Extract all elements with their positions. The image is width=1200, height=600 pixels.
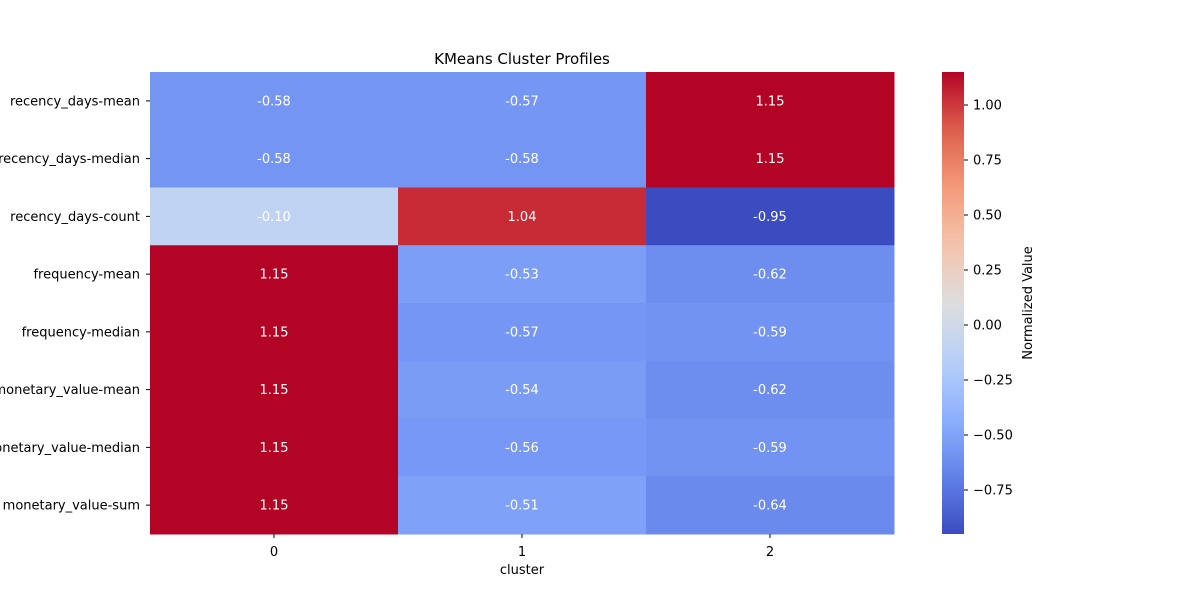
cell-value-label: -0.58 [257, 152, 291, 167]
cell-value-label: -0.56 [505, 441, 539, 456]
cell-value-label: -0.59 [753, 325, 787, 340]
y-axis-ticks: recency_days-mean recency_days-medianrece… [0, 94, 150, 514]
colorbar-tick-label: 0.75 [973, 154, 1002, 169]
cell-value-label: -0.62 [753, 268, 787, 283]
heatmap-cell [398, 476, 647, 535]
colorbar-tick-label: −0.25 [973, 374, 1013, 389]
heatmap-cell [150, 303, 399, 362]
heatmap-cell [150, 418, 399, 477]
x-axis-label: cluster [500, 563, 545, 578]
heatmap-cell [646, 187, 895, 246]
cell-value-label: -0.95 [753, 210, 787, 225]
colorbar: 1.00 0.75 0.50 0.25 0.00 −0.25 −0.50 −0.75 Norm… [942, 72, 1036, 534]
heatmap-cell [646, 476, 895, 535]
heatmap-cell [646, 360, 895, 419]
heatmap-cell [150, 72, 399, 131]
cell-value-labels: -0.58 -0.57 1.15 -0.58 -0.58 1.15 -0.10 1.04 -0.… [257, 94, 787, 513]
y-tick-label: recency_days-median [0, 152, 140, 167]
y-tick-label: frequency-mean [33, 268, 140, 283]
heatmap-cell [398, 187, 647, 246]
cell-value-label: -0.62 [753, 383, 787, 398]
x-tick-label: 0 [270, 545, 278, 560]
cell-value-label: -0.51 [505, 499, 539, 514]
cell-value-label: -0.59 [753, 441, 787, 456]
cell-value-label: -0.58 [257, 94, 291, 109]
cell-value-label: 1.15 [756, 152, 785, 167]
heatmap-cell [398, 72, 647, 131]
heatmap-cell [398, 360, 647, 419]
colorbar-tick-label: 0.50 [973, 209, 1002, 224]
heatmap-cells [150, 72, 895, 535]
colorbar-ticks: 1.00 0.75 0.50 0.25 0.00 −0.25 −0.50 −0.75 [964, 99, 1013, 499]
heatmap-cell [150, 187, 399, 246]
cell-value-label: 1.15 [260, 383, 289, 398]
cell-value-label: 1.15 [260, 441, 289, 456]
cell-value-label: 1.15 [260, 268, 289, 283]
colorbar-gradient [942, 72, 964, 534]
heatmap-cell [150, 245, 399, 304]
cell-value-label: -0.10 [257, 210, 291, 225]
cell-value-label: -0.54 [505, 383, 539, 398]
heatmap-cell [150, 476, 399, 535]
colorbar-tick-label: −0.75 [973, 484, 1013, 499]
cell-value-label: 1.15 [260, 499, 289, 514]
cell-value-label: 1.15 [756, 94, 785, 109]
heatmap-cell [150, 129, 399, 188]
heatmap-cell [150, 360, 399, 419]
heatmap-cell [646, 303, 895, 362]
colorbar-tick-label: 1.00 [973, 99, 1002, 114]
x-tick-label: 1 [518, 545, 526, 560]
heatmap-cell [646, 129, 895, 188]
y-tick-label: frequency-median [22, 325, 140, 340]
cell-value-label: -0.57 [505, 94, 539, 109]
colorbar-label: Normalized Value [1021, 246, 1036, 360]
y-tick-label: monetary_value-sum [3, 499, 140, 514]
heatmap-cell [646, 245, 895, 304]
cell-value-label: -0.64 [753, 499, 787, 514]
heatmap-cell [646, 72, 895, 131]
colorbar-tick-label: 0.00 [973, 319, 1002, 334]
cell-value-label: -0.53 [505, 268, 539, 283]
colorbar-tick-label: −0.50 [973, 429, 1013, 444]
cell-value-label: -0.58 [505, 152, 539, 167]
heatmap-cell [398, 129, 647, 188]
heatmap-cell [646, 418, 895, 477]
colorbar-tick-label: 0.25 [973, 264, 1002, 279]
x-tick-label: 2 [766, 545, 774, 560]
y-tick-label: monetary_value-median [0, 441, 140, 456]
y-tick-label: monetary_value-mean [0, 383, 140, 398]
heatmap-cell [398, 303, 647, 362]
heatmap-cell [398, 245, 647, 304]
heatmap-cell [398, 418, 647, 477]
y-tick-label: recency_days-count [10, 210, 140, 225]
cell-value-label: 1.04 [508, 210, 537, 225]
cell-value-label: 1.15 [260, 325, 289, 340]
y-tick-label: recency_days-mean [10, 94, 140, 109]
x-axis-ticks: 0 1 2 [270, 534, 774, 560]
cell-value-label: -0.57 [505, 325, 539, 340]
chart-title: KMeans Cluster Profiles [434, 50, 610, 68]
